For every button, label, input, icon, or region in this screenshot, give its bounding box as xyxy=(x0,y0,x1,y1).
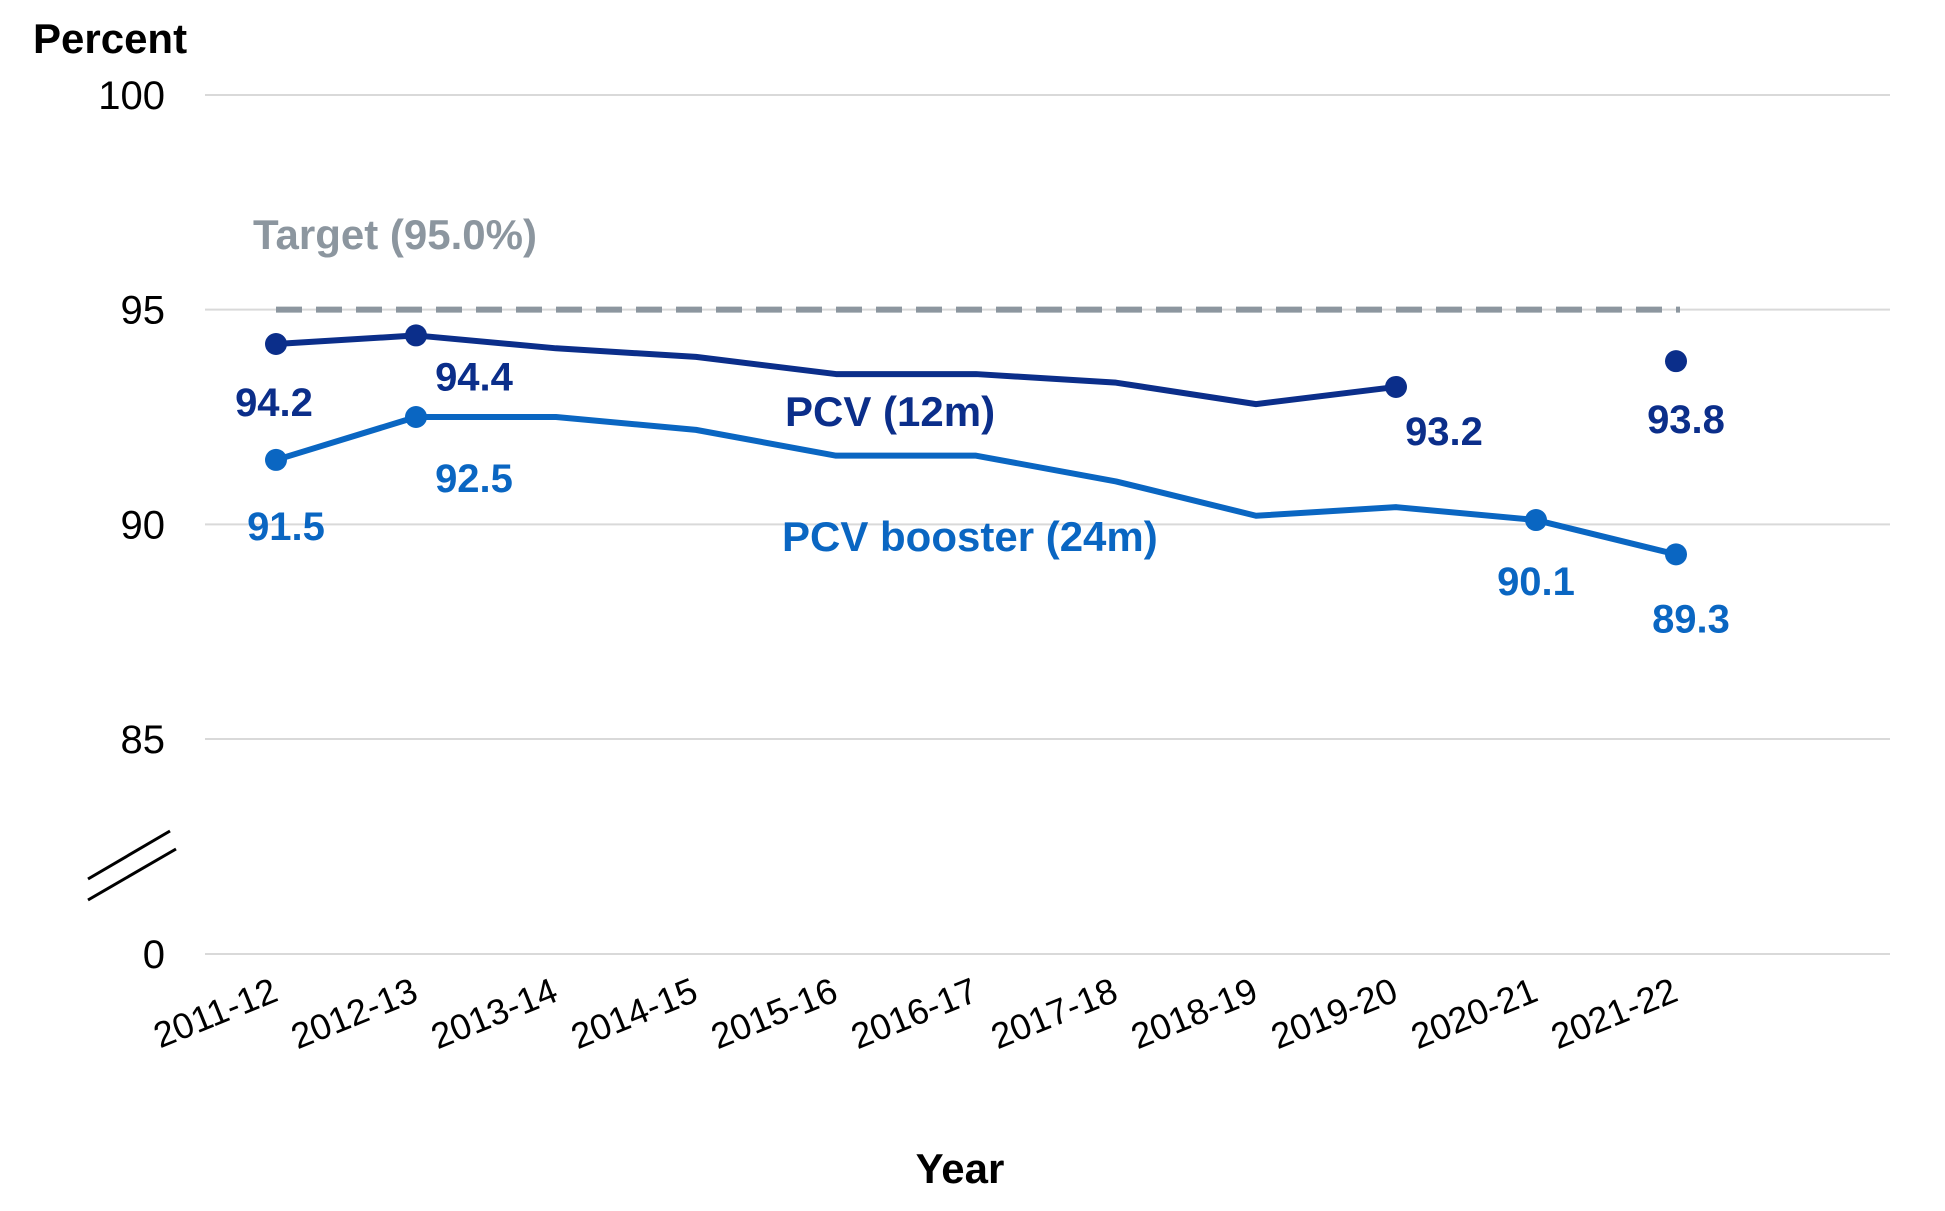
data-point xyxy=(265,333,287,356)
data-point xyxy=(265,448,287,471)
data-point xyxy=(405,406,427,428)
series-line xyxy=(275,414,1677,558)
data-point xyxy=(1665,543,1687,566)
x-tick-label: 2021-22 xyxy=(1545,969,1683,1057)
x-axis-title: Year xyxy=(916,1145,1005,1192)
data-label: 93.8 xyxy=(1647,398,1725,442)
data-point xyxy=(1665,350,1687,373)
x-tick-label: 2020-21 xyxy=(1405,969,1543,1057)
x-tick-label: 2012-13 xyxy=(285,969,423,1057)
y-tick-label: 90 xyxy=(121,503,166,547)
data-label: 94.2 xyxy=(235,381,313,425)
target-group: Target (95.0%) xyxy=(253,211,1680,313)
series-label-pcv-booster-24m: PCV booster (24m) xyxy=(782,513,1158,560)
x-tick-label: 2017-18 xyxy=(985,969,1123,1057)
data-label: 93.2 xyxy=(1405,410,1483,454)
target-label: Target (95.0%) xyxy=(253,211,537,258)
y-tick-label: 95 xyxy=(121,289,166,333)
x-tick-label: 2015-16 xyxy=(705,969,843,1057)
series-group: 94.2 94.4 93.2 93.8 91.5 92.5 90.1 89.3 xyxy=(235,324,1730,641)
y-axis-title: Percent xyxy=(33,15,187,62)
series-label-pcv-12m: PCV (12m) xyxy=(785,388,995,435)
x-tick-label: 2019-20 xyxy=(1265,969,1403,1057)
x-tick-label: 2011-12 xyxy=(148,969,283,1056)
x-tick-label: 2016-17 xyxy=(845,969,983,1057)
data-label: 89.3 xyxy=(1652,597,1730,641)
y-tick-labels: 100 95 90 85 0 xyxy=(98,74,165,977)
data-point xyxy=(1385,375,1407,398)
x-tick-label: 2018-19 xyxy=(1125,969,1263,1057)
x-tick-label: 2014-15 xyxy=(565,969,703,1057)
data-label: 90.1 xyxy=(1497,560,1575,604)
axis-break-marker xyxy=(87,829,177,902)
data-point xyxy=(1525,509,1547,532)
data-point xyxy=(405,324,427,347)
x-tick-label: 2013-14 xyxy=(425,969,563,1057)
y-tick-label: 100 xyxy=(98,74,165,118)
y-tick-label: 0 xyxy=(143,933,165,977)
series-line xyxy=(275,332,1397,408)
data-label: 94.4 xyxy=(435,355,514,399)
x-tick-labels: 2011-12 2012-13 2013-14 2014-15 2015-16 2016-… xyxy=(148,969,1683,1057)
data-label: 92.5 xyxy=(435,457,513,501)
data-label: 91.5 xyxy=(247,505,325,549)
y-tick-label: 85 xyxy=(121,718,166,762)
